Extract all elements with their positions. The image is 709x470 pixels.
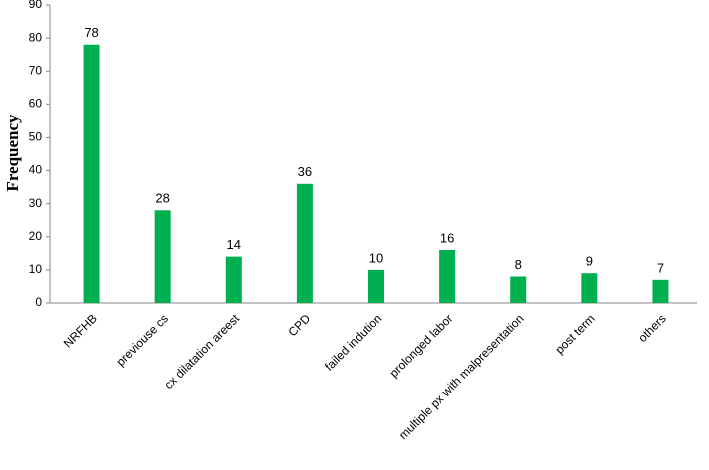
bar [581, 273, 598, 303]
bar [154, 210, 171, 303]
bar [652, 279, 669, 303]
x-tick-label: multiple px with malpresentation [396, 311, 527, 442]
x-tick-label: cx dilatation areest [161, 311, 242, 392]
data-label: 7 [657, 260, 664, 275]
y-tick-label: 70 [29, 63, 43, 77]
y-tick-label: 50 [29, 130, 43, 144]
y-tick-label: 40 [29, 163, 43, 177]
bar [510, 276, 527, 303]
data-label: 10 [369, 250, 383, 265]
bar [83, 44, 100, 303]
y-tick-label: 80 [29, 30, 43, 44]
x-tick-label: NRFHB [61, 311, 100, 350]
data-label: 16 [440, 230, 454, 245]
bar [225, 256, 242, 303]
x-tick-label: prolonged labor [387, 311, 456, 380]
bar [368, 269, 384, 303]
y-tick-label: 30 [29, 196, 43, 210]
y-tick-label: 0 [35, 295, 42, 309]
data-label: 8 [515, 257, 522, 272]
x-tick-label: CPD [285, 311, 313, 339]
x-tick-label: others [635, 311, 668, 344]
y-tick-label: 10 [29, 262, 43, 276]
y-tick-label: 20 [29, 229, 43, 243]
data-label: 28 [155, 191, 169, 206]
x-tick-label: failed indution [322, 311, 384, 373]
y-tick-label: 90 [29, 0, 43, 11]
bar [296, 183, 313, 303]
data-label: 14 [227, 237, 241, 252]
data-label: 78 [84, 25, 98, 40]
y-tick-label: 60 [29, 97, 43, 111]
x-tick-label: previouse cs [113, 311, 171, 369]
y-axis-label: Frequency [3, 114, 22, 192]
data-label: 9 [586, 254, 593, 269]
bar [439, 250, 456, 303]
data-label: 36 [298, 164, 312, 179]
x-tick-label: post term [552, 311, 597, 356]
